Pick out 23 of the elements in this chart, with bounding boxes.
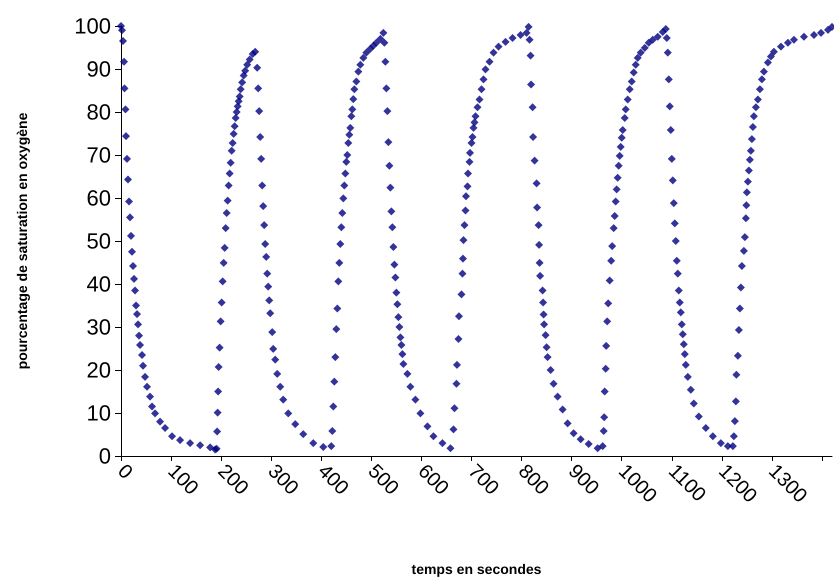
x-tick-label: 0 <box>113 460 137 484</box>
x-tick-label: 900 <box>564 460 603 500</box>
x-tick-label: 600 <box>414 460 453 500</box>
y-tick-label: 30 <box>86 314 111 340</box>
y-tick-label: 70 <box>86 142 111 168</box>
x-tick-label: 200 <box>213 460 252 500</box>
y-tick-label: 20 <box>86 358 111 382</box>
x-tick-label: 400 <box>314 460 353 500</box>
y-tick-label: 60 <box>86 186 111 210</box>
x-tick-label: 800 <box>514 460 553 500</box>
x-tick-label: 300 <box>263 460 303 500</box>
y-tick-label: 0 <box>98 444 111 468</box>
y-axis-title: pourcentage de saturation en oxygène <box>14 112 30 370</box>
y-tick-label: 10 <box>86 400 111 426</box>
x-tick-label: 100 <box>163 460 202 500</box>
y-tick-label: 90 <box>86 56 111 82</box>
y-tick-label: 80 <box>86 100 111 124</box>
y-tick-label: 40 <box>86 272 111 296</box>
y-tick-label: 50 <box>86 228 111 254</box>
x-tick-label: 500 <box>364 460 403 500</box>
x-tick-label: 700 <box>464 460 503 500</box>
x-axis-title: temps en secondes <box>412 561 542 577</box>
y-tick-label: 100 <box>74 14 111 38</box>
